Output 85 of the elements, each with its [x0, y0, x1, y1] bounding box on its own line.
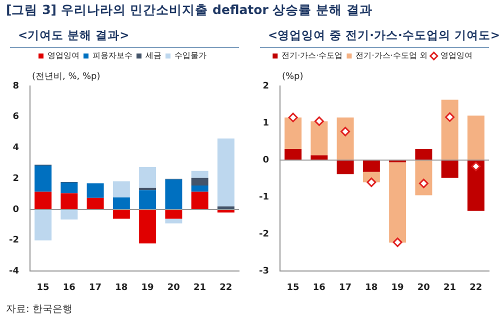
y-tick-label: 6	[12, 112, 19, 122]
y-tick-label: 4	[12, 143, 19, 154]
bar	[336, 160, 354, 174]
bar	[467, 116, 484, 160]
legend-label: 영업잉여	[440, 51, 472, 60]
point	[288, 112, 298, 122]
x-tick-label: 18	[365, 282, 378, 293]
y-tick-label: -2	[259, 230, 269, 240]
legend-label: 피용자보수	[92, 51, 132, 60]
chart-title: [그림 3] 우리나라의 민간소비지출 deflator 상승률 분해 결과	[6, 2, 372, 19]
bar	[139, 167, 156, 188]
bar	[34, 209, 52, 240]
bar	[112, 209, 130, 219]
y-tick-label: 0	[262, 155, 269, 166]
bar	[336, 117, 354, 160]
x-tick-label: 18	[115, 282, 128, 293]
bar	[284, 117, 302, 149]
legend-label: 수입물가	[174, 51, 206, 60]
bar	[217, 138, 234, 206]
legend-label: 영업잉여	[48, 51, 80, 60]
x-tick-label: 20	[167, 282, 180, 293]
bar	[165, 209, 182, 219]
x-tick-label: 16	[312, 282, 326, 293]
bar	[191, 178, 208, 186]
y-tick-label: 2	[262, 81, 269, 92]
bar	[112, 197, 130, 210]
y-tick-label: -1	[259, 192, 269, 202]
x-tick-label: 15	[286, 282, 300, 293]
x-tick-label: 22	[470, 282, 482, 293]
y-tick-label: -4	[9, 266, 19, 277]
point	[340, 126, 350, 136]
bar	[86, 198, 104, 210]
bar	[310, 121, 328, 156]
y-tick-label: -2	[9, 236, 19, 246]
x-tick-label: 19	[391, 282, 404, 293]
y-axis-title: (%p)	[282, 72, 304, 82]
text: 자료: 한국은행	[6, 303, 73, 316]
bar	[34, 192, 52, 210]
point	[471, 162, 481, 172]
bar	[34, 165, 52, 192]
bar	[139, 190, 156, 210]
bar	[415, 148, 432, 160]
legend-label: 전기·가스·수도업	[282, 51, 343, 60]
x-tick-label: 22	[220, 282, 232, 293]
bar	[165, 218, 182, 224]
y-tick-label: 2	[12, 174, 19, 184]
chart-subtitle: <영업잉여 중 전기·가스·수도업의 기여도>	[267, 27, 500, 44]
x-tick-label: 21	[194, 282, 206, 293]
y-tick-label: 8	[12, 81, 19, 92]
bar	[60, 209, 78, 220]
y-tick-label: -3	[259, 266, 269, 277]
bar	[112, 181, 130, 198]
point	[418, 178, 428, 188]
x-tick-label: 19	[141, 282, 154, 293]
bar	[191, 170, 208, 178]
bar	[415, 160, 432, 196]
bar	[165, 179, 182, 210]
bar	[441, 100, 458, 160]
bar	[191, 192, 208, 210]
point	[314, 116, 324, 126]
point	[445, 112, 455, 122]
x-tick-label: 16	[62, 282, 76, 293]
x-tick-label: 17	[89, 282, 102, 293]
legend-label: 세금	[146, 51, 162, 60]
bar	[389, 162, 406, 243]
bar	[467, 160, 484, 211]
chart-subtitle: <기여도 분해 결과>	[10, 26, 239, 48]
y-axis-title: (전년비, %, %p)	[32, 72, 100, 82]
point	[392, 238, 402, 248]
bar	[60, 193, 78, 210]
bar	[441, 160, 458, 178]
y-tick-label: 1	[262, 118, 269, 128]
x-tick-label: 17	[339, 282, 352, 293]
bar	[86, 183, 104, 198]
x-tick-label: 21	[444, 282, 456, 293]
point	[366, 178, 376, 188]
y-tick-label: 0	[12, 204, 19, 215]
x-tick-label: 20	[417, 282, 430, 293]
legend-label: 전기·가스·수도업 외	[356, 51, 428, 60]
x-tick-label: 15	[36, 282, 50, 293]
bar	[284, 148, 302, 160]
bar	[191, 186, 208, 192]
bar	[60, 182, 78, 194]
bar	[362, 160, 380, 172]
bar	[139, 209, 156, 244]
